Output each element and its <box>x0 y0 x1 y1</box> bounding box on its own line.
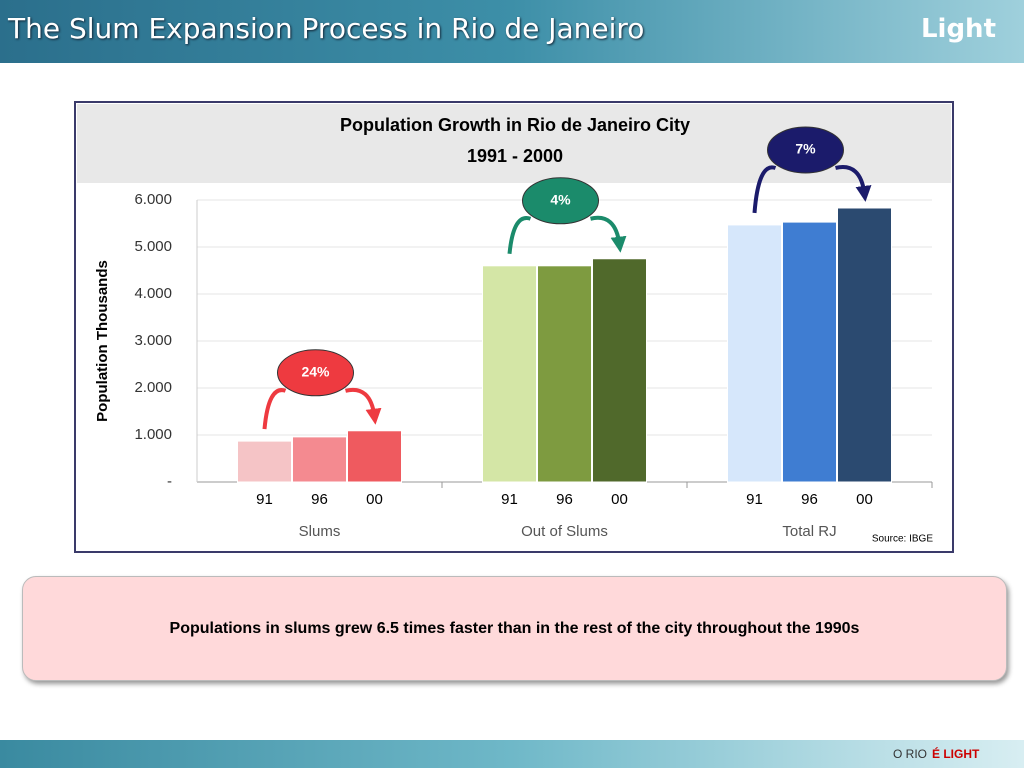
chart-title: Population Growth in Rio de Janeiro City <box>340 115 690 135</box>
growth-badge <box>767 126 844 174</box>
y-tick-label: 6.000 <box>134 191 172 208</box>
y-tick-label: 5.000 <box>134 238 172 255</box>
growth-badge <box>522 177 599 225</box>
y-tick-label: 3.000 <box>134 332 172 349</box>
growth-arrow <box>752 165 777 214</box>
growth-arrow <box>507 216 532 254</box>
growth-label: 4% <box>550 191 571 207</box>
bar <box>592 258 647 483</box>
bar <box>727 224 782 483</box>
bar <box>237 440 292 483</box>
source: Source: IBGE <box>872 534 933 545</box>
logo: Light <box>920 14 996 44</box>
x-tick-label: 96 <box>311 491 328 508</box>
y-tick-label: 2.000 <box>134 379 172 396</box>
growth-arrow <box>345 387 382 425</box>
x-tick-label: 91 <box>501 491 518 508</box>
growth-arrow <box>262 388 287 430</box>
growth-arrow <box>590 215 627 253</box>
bar <box>347 430 402 483</box>
y-axis-label: Population Thousands <box>94 260 111 422</box>
callout-box: Populations in slums grew 6.5 times fast… <box>22 576 1007 681</box>
footer-prefix: O RIO <box>893 747 928 761</box>
growth-badge <box>277 349 354 397</box>
bar <box>837 207 892 483</box>
y-tick-label: 1.000 <box>134 426 172 443</box>
x-tick-label: 91 <box>256 491 273 508</box>
bar <box>537 265 592 483</box>
x-tick-label: 96 <box>556 491 573 508</box>
growth-label: 24% <box>301 363 330 379</box>
bar <box>292 436 347 483</box>
callout-text: Populations in slums grew 6.5 times fast… <box>169 619 860 637</box>
y-tick-label: - <box>167 473 172 490</box>
header: The Slum Expansion Process in Rio de Jan… <box>0 0 1024 63</box>
growth-arrow <box>835 165 872 202</box>
bar <box>482 265 537 483</box>
category-label: Total RJ <box>782 523 836 540</box>
x-tick-label: 00 <box>366 491 383 508</box>
x-tick-label: 00 <box>611 491 628 508</box>
category-label: Slums <box>299 523 341 540</box>
x-tick-label: 91 <box>746 491 763 508</box>
x-tick-label: 96 <box>801 491 818 508</box>
growth-label: 7% <box>795 141 816 157</box>
chart-subtitle: 1991 - 2000 <box>467 146 563 166</box>
category-label: Out of Slums <box>521 523 608 540</box>
footer-tagline: É LIGHT <box>932 747 980 761</box>
chart: Population Growth in Rio de Janeiro City… <box>74 101 954 553</box>
footer: O RIO É LIGHT <box>0 740 1024 768</box>
bar <box>782 221 837 483</box>
slide-title: The Slum Expansion Process in Rio de Jan… <box>8 12 645 45</box>
y-tick-label: 4.000 <box>134 285 172 302</box>
x-tick-label: 00 <box>856 491 873 508</box>
